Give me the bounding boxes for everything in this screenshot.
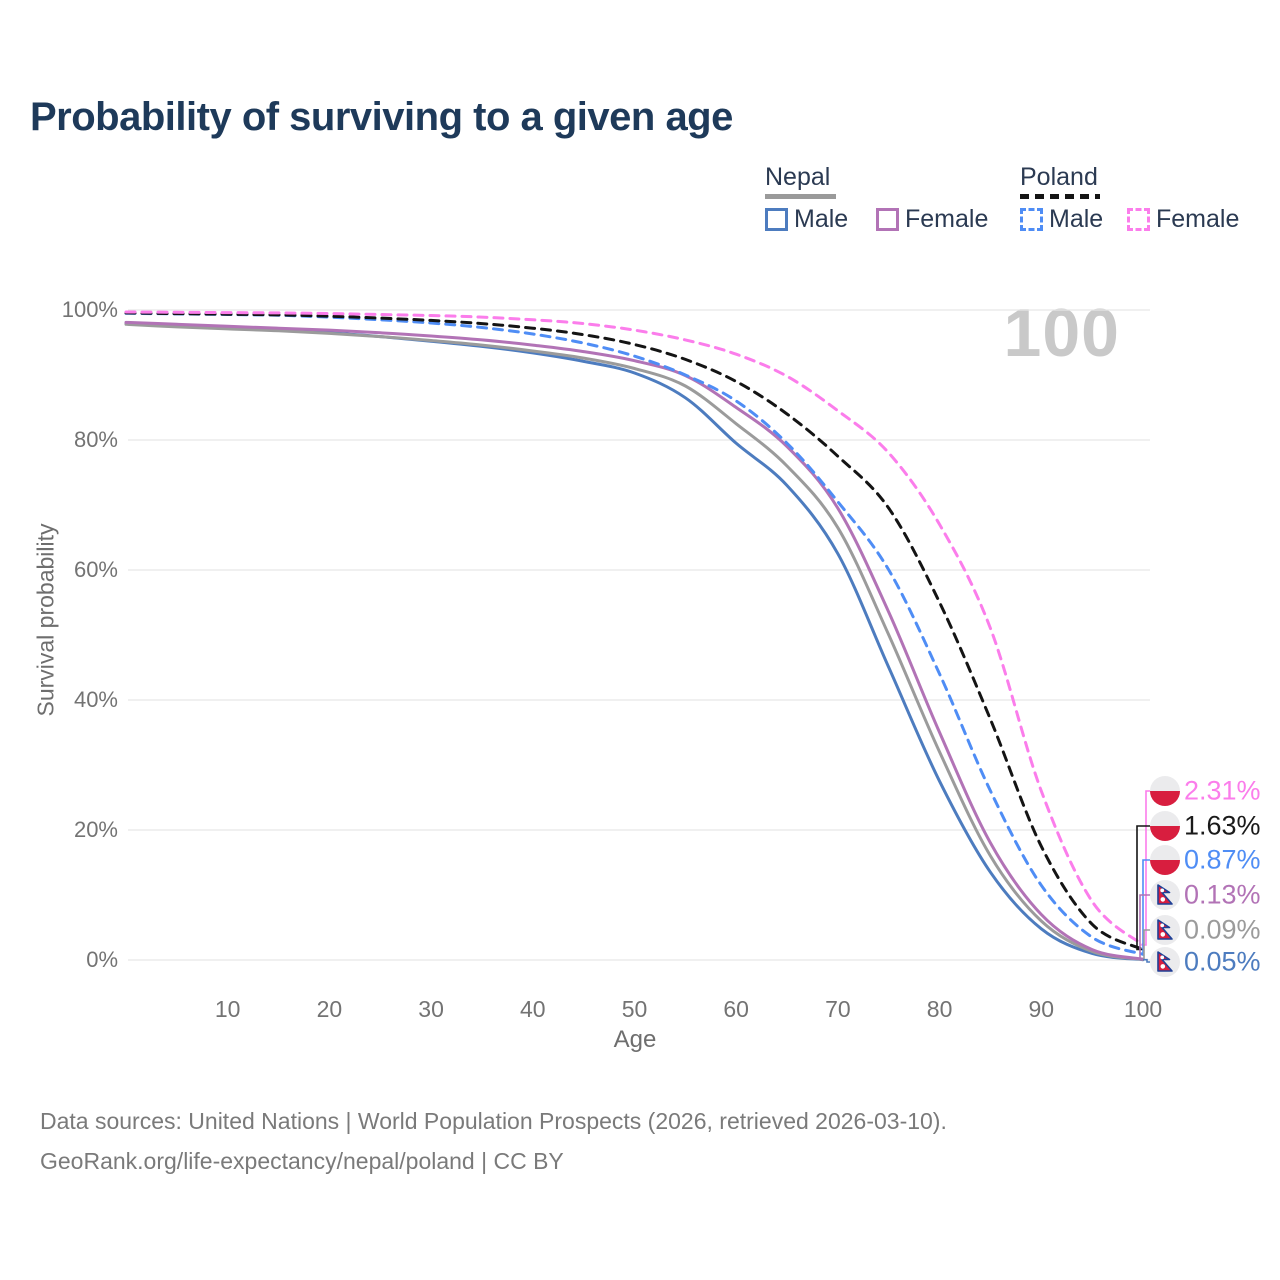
nepal-flag-icon [1150,947,1180,977]
x-tick-label: 60 [723,996,749,1022]
legend-item-poland-male[interactable]: Male [1020,205,1103,234]
legend-poland-line-swatch [1020,194,1100,199]
page-title: Probability of surviving to a given age [30,95,733,139]
poland-female-swatch-icon [1127,208,1150,231]
curve-poland-female [124,310,1145,947]
x-tick-label: 100 [1123,996,1163,1022]
poland-flag-icon [1150,845,1180,875]
nepal-flag-icon [1150,880,1180,910]
legend-item-nepal-male[interactable]: Male [765,205,848,234]
end-label-connector [1143,958,1150,963]
x-tick-label: 70 [825,996,851,1022]
end-value-poland-male: 0.87% [1184,844,1261,875]
curve-nepal-female [124,320,1145,961]
x-tick-label: 80 [926,996,953,1022]
end-value-nepal-male: 0.05% [1184,946,1261,977]
poland-flag-icon [1150,776,1180,806]
poland-flag-icon [1150,811,1180,841]
y-tick-label: 20% [73,817,118,842]
y-tick-label: 40% [73,687,118,712]
y-axis-title: Survival probability [32,523,59,717]
nepal-female-swatch-icon [876,208,899,231]
y-tick-label: 100% [61,297,118,322]
end-label-connector [1142,859,1150,955]
legend-label: Female [905,205,989,233]
legend-nepal-line-swatch [765,194,836,199]
data-sources-note: Data sources: United Nations | World Pop… [40,1108,947,1134]
x-tick-label: 50 [621,996,648,1022]
x-tick-label: 90 [1028,996,1055,1022]
end-label-connector [1143,790,1150,946]
x-tick-label: 20 [316,996,343,1022]
legend-label: Male [1049,205,1104,233]
legend-group-poland-title: Poland [1020,163,1098,191]
nepal-male-swatch-icon [765,208,788,231]
end-value-poland-both: 1.63% [1184,810,1261,841]
legend-label: Female [1156,205,1240,233]
nepal-flag-icon [1150,915,1180,945]
y-tick-label: 60% [73,557,118,582]
x-tick-label: 30 [418,996,444,1022]
y-tick-label: 0% [86,947,118,972]
x-axis-title: Age [613,1026,657,1053]
legend-label: Male [794,205,849,233]
x-tick-label: 40 [520,996,546,1022]
end-value-nepal-female: 0.13% [1184,879,1261,910]
x-tick-label: 10 [214,996,241,1022]
legend-item-nepal-female[interactable]: Female [876,205,988,234]
age-counter-watermark: 100 [1003,295,1120,371]
end-label-connector [1139,894,1150,960]
curve-poland-both [124,311,1145,951]
attribution-link: GeoRank.org/life-expectancy/nepal/poland… [40,1148,564,1174]
legend-group-nepal-title: Nepal [765,163,831,191]
legend: Nepal Male Female Poland Male Female [0,160,1280,240]
curve-nepal-both [124,322,1145,961]
legend-item-poland-female[interactable]: Female [1127,205,1239,234]
curve-nepal-male [124,321,1145,962]
y-tick-label: 80% [73,427,118,452]
end-value-nepal-both: 0.09% [1184,914,1261,945]
poland-male-swatch-icon [1020,208,1043,231]
end-value-poland-female: 2.31% [1184,775,1261,806]
